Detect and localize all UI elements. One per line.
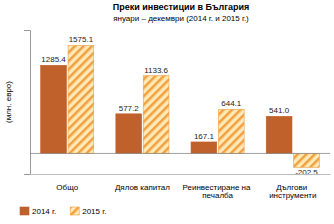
data-label: 577.2 (119, 104, 140, 113)
legend-swatch (20, 207, 29, 215)
x-tick: Реинвестиране на печалба (183, 174, 253, 200)
x-tick-label: Дългови инструменти (269, 183, 316, 201)
data-label: 1575.1 (69, 35, 94, 44)
x-tick-label: Дялов капитал (115, 183, 170, 192)
legend-label: 2014 г. (32, 207, 56, 216)
x-axis: Общо Дялов капитал Реинвестиране на печалб… (31, 174, 331, 200)
x-tick-label-line: Дялов капитал (115, 183, 170, 192)
x-tick: Дългови инструменти (269, 174, 316, 200)
x-tick-label: Реинвестиране на печалба (183, 183, 253, 201)
x-tick-label-line: инструменти (269, 191, 316, 200)
legend: 2014 г. 2015 г. (20, 207, 106, 216)
x-tick-label-line: печалба (202, 191, 233, 200)
y-axis (24, 31, 31, 175)
x-tick-label-line: Дългови (276, 183, 309, 192)
bar (68, 45, 94, 153)
bar (191, 142, 217, 153)
bar (116, 114, 142, 154)
data-label: 1133.6 (144, 66, 168, 75)
bar (266, 116, 292, 153)
data-label: 167.1 (194, 132, 215, 141)
bars (41, 45, 320, 167)
data-label: -202.5 (295, 168, 318, 177)
plot: 1285.4 577.2 167.1 541.0 1575.1 1133.6 644.1 -2… (24, 31, 331, 201)
bar (41, 65, 67, 153)
title: Преки инвестиции в България (113, 2, 250, 12)
data-labels: 1285.4 577.2 167.1 541.0 1575.1 1133.6 644.1 -2… (41, 35, 318, 177)
subtitle: януари – декември (2014 г. и 2015 г.) (113, 14, 249, 23)
x-tick-label-line: Общо (56, 183, 78, 192)
bar (294, 153, 320, 167)
x-tick: Общо (56, 174, 78, 192)
x-axis-line (31, 174, 331, 175)
data-label: 1285.4 (41, 55, 66, 64)
chart: Преки инвестиции в България януари – деке… (0, 0, 334, 224)
legend-label: 2015 г. (82, 207, 106, 216)
bar (143, 76, 169, 154)
legend-item: 2015 г. (70, 207, 106, 216)
legend-item: 2014 г. (20, 207, 56, 216)
y-axis-title: (млн. евро) (4, 81, 13, 123)
data-label: 644.1 (221, 99, 242, 108)
zero-line (30, 153, 330, 154)
x-tick-label: Общо (56, 183, 78, 192)
x-tick-label-line: Реинвестиране на (183, 183, 253, 192)
y-axis-line (24, 31, 31, 175)
x-tick: Дялов капитал (115, 174, 170, 192)
legend-swatch (70, 207, 79, 215)
bar (218, 109, 244, 153)
data-label: 541.0 (269, 106, 290, 115)
